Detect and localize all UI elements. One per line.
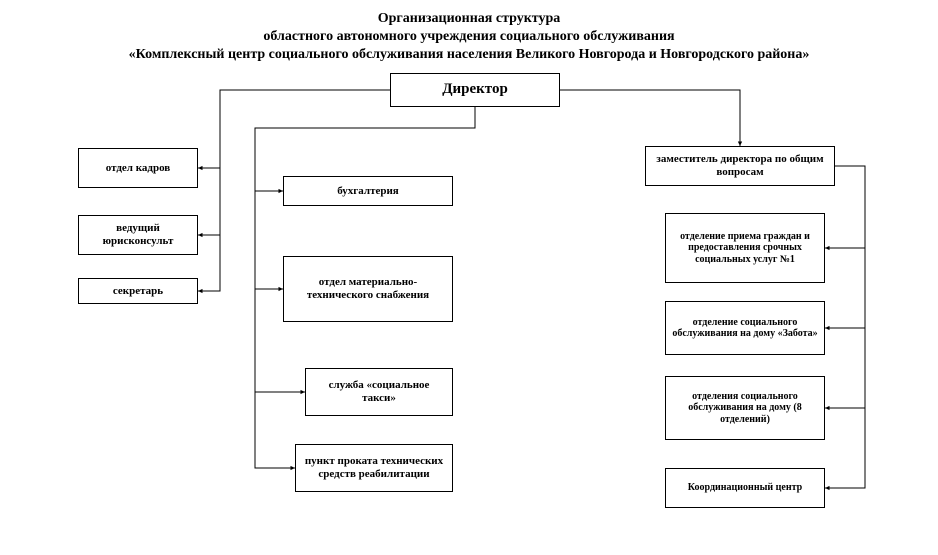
title-line1: Организационная структура: [0, 10, 938, 28]
node-supply: отдел материально-технического снабжения: [283, 256, 453, 322]
node-hr: отдел кадров: [78, 148, 198, 188]
node-secretary: секретарь: [78, 278, 198, 304]
node-director: Директор: [390, 73, 560, 107]
org-chart-canvas: { "meta": { "width": 938, "height": 555,…: [0, 0, 938, 555]
node-taxi: служба «социальное такси»: [305, 368, 453, 416]
node-reception: отделение приема граждан и предоставлени…: [665, 213, 825, 283]
node-rental: пункт проката технических средств реабил…: [295, 444, 453, 492]
node-zabota: отделение социального обслуживания на до…: [665, 301, 825, 355]
node-accounting: бухгалтерия: [283, 176, 453, 206]
title-line3: «Комплексный центр социального обслужива…: [0, 46, 938, 64]
node-legal: ведущий юрисконсульт: [78, 215, 198, 255]
title-line2: областного автономного учреждения социал…: [0, 28, 938, 46]
node-deputy: заместитель директора по общим вопросам: [645, 146, 835, 186]
node-homecare: отделения социального обслуживания на до…: [665, 376, 825, 440]
node-coord: Координационный центр: [665, 468, 825, 508]
